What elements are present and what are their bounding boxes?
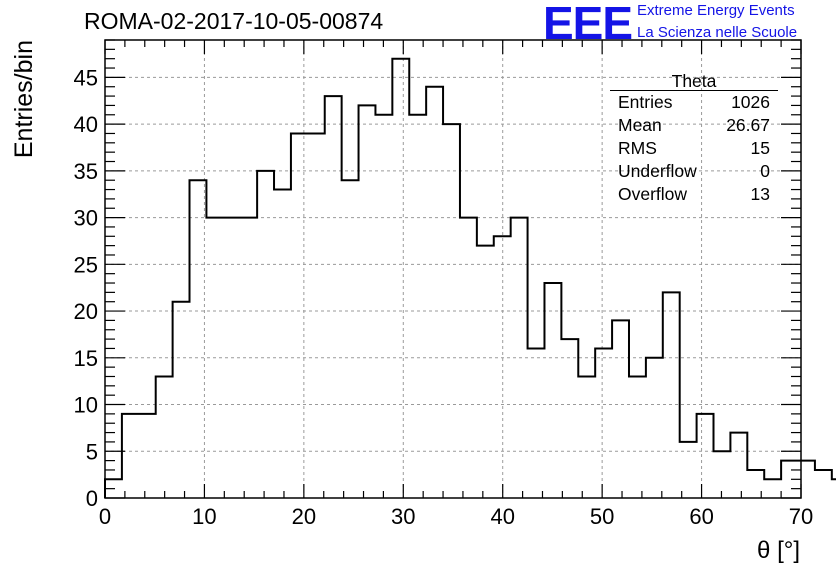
histogram-bin [206, 218, 223, 498]
x-tick-label: 50 [590, 504, 614, 529]
stats-box: Theta Entries 1026 Mean 26.67 RMS 15 Underflow… [610, 72, 778, 206]
x-axis-label: θ [°] [757, 537, 800, 564]
axes-frame [104, 39, 802, 499]
histogram-bin [409, 115, 426, 498]
stats-row: RMS 15 [610, 137, 778, 160]
histogram-outline [104, 57, 836, 498]
histogram-bin [291, 133, 308, 498]
x-tick-label: 70 [789, 504, 813, 529]
stats-value: 15 [750, 138, 770, 158]
logo-tagline-1: Extreme Energy Events [637, 2, 795, 19]
histogram-bin [139, 414, 156, 498]
histogram-bin [359, 105, 376, 498]
histogram-bin [528, 348, 545, 498]
x-tick-label: 20 [292, 504, 316, 529]
histogram-bin [308, 133, 325, 498]
x-tick-label: 30 [391, 504, 415, 529]
stats-title: Theta [610, 72, 778, 91]
tick-labels: 0 10 20 30 40 50 60 70 0 5 10 15 20 25 30 35 40 45 [74, 65, 814, 529]
stats-label: Mean [618, 115, 662, 135]
y-tick-label: 40 [74, 112, 98, 137]
y-tick-label: 15 [74, 346, 98, 371]
stats-row: Overflow 13 [610, 183, 778, 206]
histogram-bin [663, 292, 680, 498]
histogram-bin [240, 218, 257, 498]
histogram-bin [223, 218, 240, 498]
histogram-bin [342, 180, 359, 498]
y-tick-label: 10 [74, 393, 98, 418]
y-tick-label: 0 [86, 486, 98, 511]
histogram-bin [511, 218, 528, 498]
stats-label: Overflow [618, 184, 688, 204]
x-tick-label: 60 [689, 504, 713, 529]
histogram-bin [680, 442, 697, 498]
histogram-series [104, 57, 836, 498]
y-tick-label: 20 [74, 299, 98, 324]
histogram-bin [190, 180, 207, 498]
histogram-bin [764, 479, 781, 498]
histogram-bin [477, 246, 494, 498]
stats-value: 13 [750, 184, 770, 204]
histogram-bin [561, 339, 578, 498]
x-tick-label: 0 [99, 504, 111, 529]
plot-frame [104, 39, 802, 499]
histogram-bin [156, 376, 173, 498]
histogram-bin [257, 171, 274, 498]
histogram-bin [274, 190, 291, 498]
histogram-bin [646, 358, 663, 498]
histogram-bin [325, 96, 342, 498]
y-tick-label: 30 [74, 206, 98, 231]
histogram-bin [460, 218, 477, 498]
stats-value: 1026 [731, 92, 770, 112]
stats-rows: Entries 1026 Mean 26.67 RMS 15 Underflow 0 Overf… [610, 91, 778, 206]
y-axis-label: Entries/bin [10, 40, 38, 158]
stats-label: Entries [618, 92, 673, 112]
eee-logo: EEE [543, 0, 633, 49]
stats-row: Entries 1026 [610, 91, 778, 114]
histogram-bin [544, 283, 561, 498]
x-tick-label: 10 [192, 504, 216, 529]
x-tick-label: 40 [490, 504, 514, 529]
stats-value: 26.67 [726, 115, 770, 135]
run-title: ROMA-02-2017-10-05-00874 [84, 8, 384, 34]
histogram-bin [595, 348, 612, 498]
stats-row: Underflow 0 [610, 160, 778, 183]
stats-row: Mean 26.67 [610, 114, 778, 137]
y-tick-label: 35 [74, 159, 98, 184]
histogram-bin [697, 414, 714, 498]
y-tick-label: 45 [74, 65, 98, 90]
stats-value: 0 [760, 161, 770, 181]
stats-label: RMS [618, 138, 657, 158]
stats-label: Underflow [618, 161, 697, 181]
histogram-bin [815, 470, 832, 498]
logo-tagline-2: La Scienza nelle Scuole [637, 24, 798, 41]
histogram-bin [426, 87, 443, 498]
histogram-bin [832, 479, 836, 498]
histogram-bin [173, 302, 190, 498]
histogram-bin [122, 414, 139, 498]
histogram-bin [375, 115, 392, 498]
histogram-bin [494, 236, 511, 498]
axis-ticks [104, 39, 802, 499]
histogram-bin [629, 376, 646, 498]
histogram-bin [443, 124, 460, 498]
y-tick-label: 25 [74, 252, 98, 277]
histogram-bin [392, 59, 409, 498]
histogram-bin [714, 451, 731, 498]
histogram-bin [612, 320, 629, 498]
y-tick-label: 5 [86, 439, 98, 464]
histogram-bin [730, 433, 747, 498]
histogram-bin [578, 376, 595, 498]
